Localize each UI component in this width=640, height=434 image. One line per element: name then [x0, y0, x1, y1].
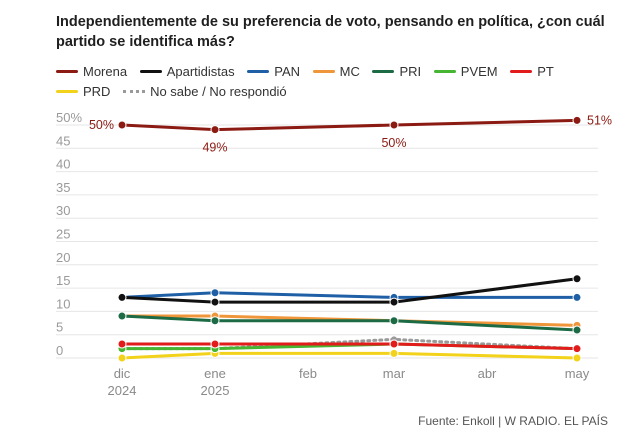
y-tick-label: 15	[56, 273, 70, 288]
y-tick-label: 10	[56, 296, 70, 311]
y-tick-label: 5	[56, 320, 63, 335]
y-tick-label: 25	[56, 227, 70, 242]
legend-label: PRI	[399, 64, 422, 79]
y-tick-label: 35	[56, 180, 70, 195]
x-tick-label: dic	[114, 366, 131, 381]
x-tick-label: feb	[299, 366, 317, 381]
data-point	[210, 339, 220, 349]
data-point	[210, 297, 220, 307]
legend-swatch	[56, 70, 78, 74]
legend-label: Morena	[83, 64, 128, 79]
legend-label: PRD	[83, 84, 111, 99]
legend-item-prd: PRD	[56, 82, 110, 102]
series-line-prd	[120, 351, 579, 360]
data-point	[210, 316, 220, 326]
y-tick-label: 50%	[56, 110, 82, 125]
data-point	[389, 316, 399, 326]
legend-swatch	[312, 70, 335, 74]
legend-label: No sabe / No respondió	[150, 84, 287, 99]
legend-item-pt: PT	[510, 62, 554, 82]
x-tick-label: ene	[204, 366, 226, 381]
data-point	[572, 344, 582, 354]
series-line-mc	[120, 314, 579, 327]
series-line-apartidistas	[120, 277, 579, 304]
legend-label: PAN	[274, 64, 301, 79]
legend-swatch	[372, 70, 395, 74]
legend-swatch	[139, 70, 162, 74]
y-tick-labels: 0 5 10 15 20 25 30 35 40 45 50%	[56, 110, 82, 358]
data-point	[117, 120, 127, 130]
legend-item-pri: PRI	[372, 62, 421, 82]
source-note: Fuente: Enkoll | W RADIO. EL PAÍS	[418, 414, 608, 428]
legend-swatch	[123, 90, 146, 94]
y-tick-label: 45	[56, 133, 70, 148]
data-label-morena: 51%	[587, 113, 612, 127]
x-tick-label: may	[565, 366, 590, 381]
legend-label: MC	[339, 64, 360, 79]
y-tick-label: 20	[56, 250, 70, 265]
data-point	[117, 292, 127, 302]
legend: Morena Apartidistas PAN MC PRI PVEM PT P…	[56, 62, 616, 102]
legend-item-pvem: PVEM	[433, 62, 498, 82]
y-tick-label: 40	[56, 157, 70, 172]
x-tick-sublabel: 2025	[201, 383, 230, 398]
data-point	[389, 297, 399, 307]
data-point	[572, 274, 582, 284]
legend-item-mc: MC	[312, 62, 360, 82]
x-tick-label: abr	[478, 366, 497, 381]
data-label-morena: 49%	[202, 141, 227, 155]
data-label-morena: 50%	[381, 136, 406, 150]
x-tick-labels: dic 2024 ene 2025 feb mar abr may	[108, 366, 590, 398]
data-point	[389, 348, 399, 358]
series-line-pt	[120, 342, 579, 351]
series-line-pan	[120, 291, 579, 299]
data-point	[117, 311, 127, 321]
y-tick-label: 30	[56, 203, 70, 218]
chart-title: Independientemente de su preferencia de …	[56, 14, 605, 50]
legend-item-morena: Morena	[56, 62, 127, 82]
series-line-morena	[120, 118, 579, 132]
data-point	[117, 339, 127, 349]
series-line-pri	[120, 314, 579, 332]
legend-label: PT	[537, 64, 554, 79]
data-labels: 50% 49% 50% 51%	[89, 113, 612, 154]
x-tick-label: mar	[383, 366, 406, 381]
series-lines	[117, 115, 582, 363]
data-point	[210, 288, 220, 298]
legend-item-no-sabe: No sabe / No respondió	[123, 82, 287, 102]
data-point	[572, 115, 582, 125]
data-point	[389, 120, 399, 130]
legend-label: PVEM	[460, 64, 498, 79]
data-point	[389, 339, 399, 349]
data-point	[572, 292, 582, 302]
x-tick-sublabel: 2024	[108, 383, 137, 398]
data-point	[572, 353, 582, 363]
data-label-morena: 50%	[89, 118, 114, 132]
legend-swatch	[56, 90, 78, 94]
legend-swatch	[510, 70, 533, 74]
y-tick-label: 0	[56, 343, 63, 358]
legend-swatch	[247, 70, 270, 74]
data-point	[572, 325, 582, 335]
legend-item-apartidistas: Apartidistas	[139, 62, 235, 82]
legend-label: Apartidistas	[166, 64, 235, 79]
data-point	[210, 125, 220, 135]
data-point	[117, 353, 127, 363]
legend-swatch	[433, 70, 456, 74]
legend-item-pan: PAN	[247, 62, 300, 82]
